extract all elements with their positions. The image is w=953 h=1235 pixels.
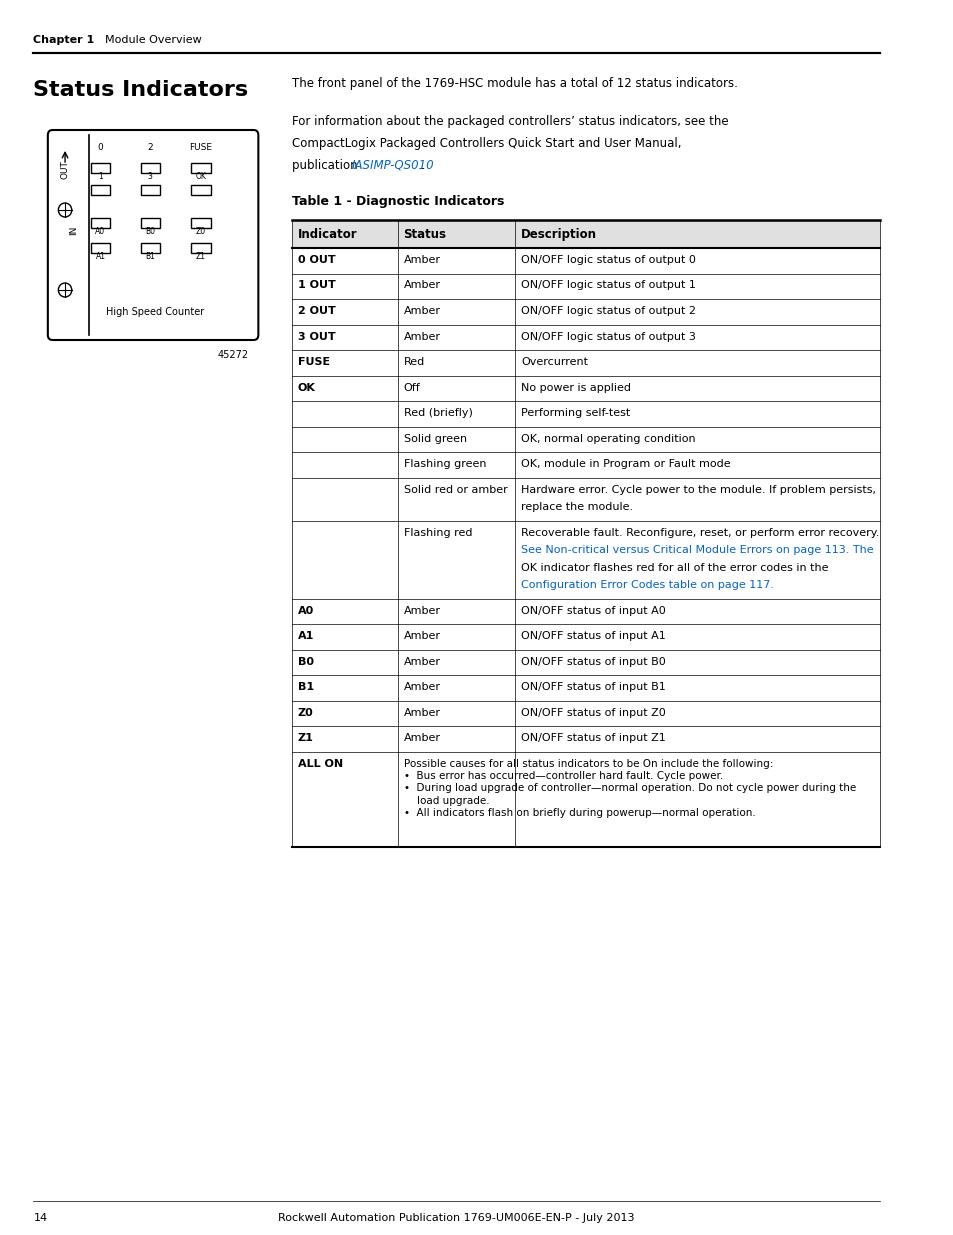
Text: Z1: Z1 [297, 734, 314, 743]
Text: Hardware error. Cycle power to the module. If problem persists,: Hardware error. Cycle power to the modul… [520, 484, 875, 494]
Text: No power is applied: No power is applied [520, 383, 631, 393]
Text: Amber: Amber [403, 708, 440, 718]
Bar [91, 185, 110, 195]
Text: Off: Off [403, 383, 420, 393]
Text: ON/OFF logic status of output 1: ON/OFF logic status of output 1 [520, 280, 696, 290]
Text: Performing self-test: Performing self-test [520, 408, 630, 417]
Text: OK: OK [297, 383, 315, 393]
Bar [140, 243, 159, 253]
Text: IN: IN [69, 225, 78, 235]
Text: 0: 0 [97, 143, 103, 152]
Text: OK: OK [195, 172, 206, 182]
Text: Red: Red [403, 357, 424, 367]
Text: OK, module in Program or Fault mode: OK, module in Program or Fault mode [520, 459, 730, 469]
Text: Z0: Z0 [195, 227, 206, 236]
Bar [140, 163, 159, 173]
Text: See Non-critical versus Critical Module Errors on page 113. The: See Non-critical versus Critical Module … [520, 545, 873, 555]
Text: ON/OFF status of input Z0: ON/OFF status of input Z0 [520, 708, 665, 718]
Text: Table 1 - Diagnostic Indicators: Table 1 - Diagnostic Indicators [292, 195, 504, 207]
Text: 2 OUT: 2 OUT [297, 306, 335, 316]
Text: B0: B0 [297, 657, 314, 667]
Text: FUSE: FUSE [297, 357, 330, 367]
Text: .: . [420, 159, 424, 172]
Text: Flashing red: Flashing red [403, 527, 472, 537]
Bar [192, 185, 211, 195]
Text: ALL ON: ALL ON [297, 758, 342, 768]
Text: Amber: Amber [403, 254, 440, 266]
Bar [192, 243, 211, 253]
Bar [91, 219, 110, 228]
Text: Solid green: Solid green [403, 433, 466, 443]
Text: OUT: OUT [60, 161, 70, 179]
Text: Status: Status [403, 227, 446, 241]
Text: IASIMP-QS010: IASIMP-QS010 [352, 159, 435, 172]
Text: 0 OUT: 0 OUT [297, 254, 335, 266]
Text: Amber: Amber [403, 682, 440, 692]
Bar [292, 220, 880, 248]
Text: Amber: Amber [403, 331, 440, 342]
Text: ON/OFF logic status of output 0: ON/OFF logic status of output 0 [520, 254, 696, 266]
Text: FUSE: FUSE [190, 143, 213, 152]
Text: B1: B1 [145, 252, 155, 261]
Text: Amber: Amber [403, 657, 440, 667]
Text: Overcurrent: Overcurrent [520, 357, 588, 367]
Text: A1: A1 [95, 252, 106, 261]
Text: Amber: Amber [403, 605, 440, 615]
Text: 14: 14 [33, 1213, 48, 1223]
Text: 1 OUT: 1 OUT [297, 280, 335, 290]
Text: Module Overview: Module Overview [105, 35, 202, 44]
Text: Amber: Amber [403, 306, 440, 316]
Text: Solid red or amber: Solid red or amber [403, 484, 507, 494]
Text: CompactLogix Packaged Controllers Quick Start and User Manual,: CompactLogix Packaged Controllers Quick … [292, 137, 680, 149]
Text: Possible causes for all status indicators to be On include the following:
•  Bus: Possible causes for all status indicator… [403, 758, 855, 818]
Text: 3: 3 [148, 172, 152, 182]
Text: For information about the packaged controllers’ status indicators, see the: For information about the packaged contr… [292, 115, 728, 128]
Text: 1: 1 [98, 172, 103, 182]
Text: 45272: 45272 [217, 350, 249, 359]
Text: High Speed Counter: High Speed Counter [106, 308, 204, 317]
Bar [140, 185, 159, 195]
FancyBboxPatch shape [48, 130, 258, 340]
Text: ON/OFF logic status of output 3: ON/OFF logic status of output 3 [520, 331, 696, 342]
Text: replace the module.: replace the module. [520, 501, 633, 513]
Text: Chapter 1: Chapter 1 [33, 35, 94, 44]
Text: Flashing green: Flashing green [403, 459, 485, 469]
Bar [140, 219, 159, 228]
Text: OK, normal operating condition: OK, normal operating condition [520, 433, 695, 443]
Bar [91, 163, 110, 173]
Text: OK indicator flashes red for all of the error codes in the: OK indicator flashes red for all of the … [520, 562, 828, 573]
Text: A0: A0 [297, 605, 314, 615]
Text: Status Indicators: Status Indicators [33, 80, 249, 100]
Text: ON/OFF status of input B0: ON/OFF status of input B0 [520, 657, 665, 667]
Text: A0: A0 [95, 227, 106, 236]
Text: ON/OFF logic status of output 2: ON/OFF logic status of output 2 [520, 306, 696, 316]
Text: B0: B0 [145, 227, 155, 236]
Text: ON/OFF status of input B1: ON/OFF status of input B1 [520, 682, 665, 692]
Text: A1: A1 [297, 631, 314, 641]
Text: Red (briefly): Red (briefly) [403, 408, 472, 417]
Text: Recoverable fault. Reconfigure, reset, or perform error recovery.: Recoverable fault. Reconfigure, reset, o… [520, 527, 879, 537]
Text: ON/OFF status of input A1: ON/OFF status of input A1 [520, 631, 665, 641]
Text: The front panel of the 1769-HSC module has a total of 12 status indicators.: The front panel of the 1769-HSC module h… [292, 77, 737, 90]
Text: B1: B1 [297, 682, 314, 692]
Text: Amber: Amber [403, 280, 440, 290]
Text: Z0: Z0 [297, 708, 313, 718]
Text: Rockwell Automation Publication 1769-UM006E-EN-P - July 2013: Rockwell Automation Publication 1769-UM0… [278, 1213, 634, 1223]
Text: publication: publication [292, 159, 361, 172]
Bar [192, 163, 211, 173]
Text: Amber: Amber [403, 631, 440, 641]
Text: ON/OFF status of input A0: ON/OFF status of input A0 [520, 605, 665, 615]
Text: Indicator: Indicator [297, 227, 356, 241]
Text: ON/OFF status of input Z1: ON/OFF status of input Z1 [520, 734, 665, 743]
Text: Z1: Z1 [195, 252, 206, 261]
Text: 2: 2 [148, 143, 152, 152]
Text: Amber: Amber [403, 734, 440, 743]
Bar [192, 219, 211, 228]
Text: 3 OUT: 3 OUT [297, 331, 335, 342]
Bar [91, 243, 110, 253]
Text: Description: Description [520, 227, 597, 241]
Text: Configuration Error Codes table on page 117.: Configuration Error Codes table on page … [520, 580, 774, 590]
